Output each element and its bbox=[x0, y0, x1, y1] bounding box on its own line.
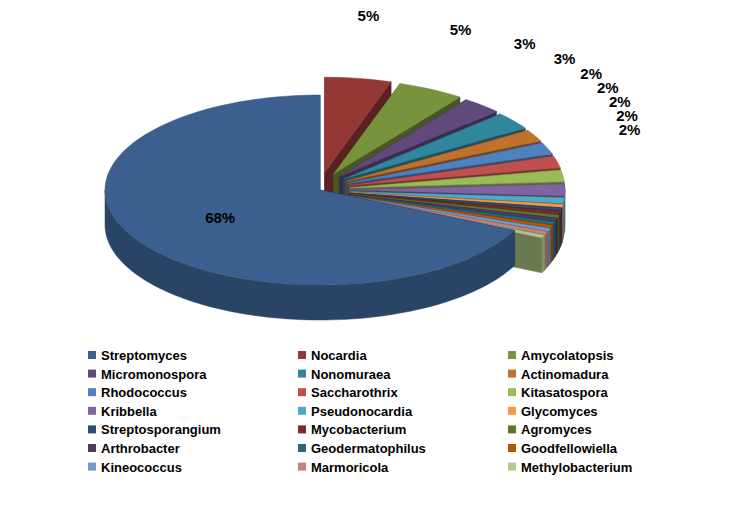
pie-slice bbox=[105, 95, 515, 320]
slice-side bbox=[545, 232, 548, 270]
legend-swatch bbox=[508, 351, 516, 359]
slice-top bbox=[105, 95, 515, 285]
legend-swatch bbox=[88, 370, 96, 378]
legend-swatch bbox=[298, 388, 306, 396]
legend-label: Marmoricola bbox=[311, 460, 389, 475]
legend-item: Rhodococcus bbox=[88, 385, 187, 400]
data-label: 5% bbox=[358, 7, 380, 24]
legend-swatch bbox=[88, 388, 96, 396]
legend-item: Arthrobacter bbox=[88, 441, 180, 456]
legend-swatch bbox=[88, 407, 96, 415]
legend-swatch bbox=[298, 425, 306, 433]
legend-label: Streptomyces bbox=[101, 348, 187, 363]
legend-label: Pseudonocardia bbox=[311, 404, 413, 419]
legend-swatch bbox=[298, 407, 306, 415]
legend-label: Glycomyces bbox=[521, 404, 598, 419]
legend-label: Actinomadura bbox=[521, 367, 609, 382]
legend-item: Mycobacterium bbox=[298, 422, 406, 437]
legend-label: Geodermatophilus bbox=[311, 441, 426, 456]
legend-label: Amycolatopsis bbox=[521, 348, 613, 363]
legend-swatch bbox=[298, 444, 306, 452]
legend-label: Saccharothrix bbox=[311, 385, 398, 400]
legend-label: Kineococcus bbox=[101, 460, 182, 475]
data-label: 5% bbox=[450, 21, 472, 38]
data-label: 3% bbox=[514, 35, 536, 52]
legend-item: Nonomuraea bbox=[298, 367, 391, 382]
slice-side bbox=[557, 215, 559, 253]
slice-side bbox=[542, 235, 545, 273]
slice-side bbox=[553, 222, 555, 260]
legend-label: Methylobacterium bbox=[521, 460, 632, 475]
chart-container: 68%5%5%3%3%2%2%2%2%2%StreptomycesNocardi… bbox=[0, 0, 743, 517]
pie-chart: 68%5%5%3%3%2%2%2%2%2%StreptomycesNocardi… bbox=[0, 0, 743, 517]
data-label: 68% bbox=[205, 209, 235, 226]
legend-label: Kribbella bbox=[101, 404, 157, 419]
legend-item: Amycolatopsis bbox=[508, 348, 613, 363]
slice-side bbox=[561, 208, 562, 246]
legend-item: Geodermatophilus bbox=[298, 441, 426, 456]
slice-side bbox=[551, 225, 553, 263]
legend-item: Goodfellowiella bbox=[508, 441, 618, 456]
legend-label: Nonomuraea bbox=[311, 367, 391, 382]
legend-item: Nocardia bbox=[298, 348, 367, 363]
legend-swatch bbox=[298, 463, 306, 471]
pie-slices bbox=[105, 77, 565, 320]
slice-side bbox=[548, 229, 550, 267]
legend-label: Streptosporangium bbox=[101, 422, 221, 437]
legend-swatch bbox=[88, 463, 96, 471]
legend-item: Saccharothrix bbox=[298, 385, 398, 400]
data-label: 2% bbox=[619, 121, 641, 138]
legend-item: Kribbella bbox=[88, 404, 157, 419]
legend-label: Kitasatospora bbox=[521, 385, 608, 400]
legend-swatch bbox=[298, 370, 306, 378]
legend-item: Kitasatospora bbox=[508, 385, 608, 400]
legend-item: Agromyces bbox=[508, 422, 592, 437]
legend-item: Kineococcus bbox=[88, 460, 182, 475]
legend-item: Micromonospora bbox=[88, 367, 207, 382]
legend-swatch bbox=[88, 444, 96, 452]
legend-label: Mycobacterium bbox=[311, 422, 406, 437]
data-label: 3% bbox=[554, 50, 576, 67]
legend: Streptomyces Nocardia Amycolatopsis Micromo… bbox=[88, 348, 632, 475]
legend-swatch bbox=[88, 351, 96, 359]
legend-swatch bbox=[508, 425, 516, 433]
slice-side bbox=[555, 218, 557, 256]
legend-item: Actinomadura bbox=[508, 367, 609, 382]
legend-swatch bbox=[508, 463, 516, 471]
legend-label: Agromyces bbox=[521, 422, 592, 437]
legend-label: Goodfellowiella bbox=[521, 441, 618, 456]
legend-item: Methylobacterium bbox=[508, 460, 632, 475]
legend-swatch bbox=[508, 407, 516, 415]
legend-item: Pseudonocardia bbox=[298, 404, 413, 419]
legend-swatch bbox=[508, 370, 516, 378]
legend-swatch bbox=[298, 351, 306, 359]
data-labels: 68%5%5%3%3%2%2%2%2%2% bbox=[205, 7, 640, 226]
legend-item: Streptosporangium bbox=[88, 422, 221, 437]
legend-label: Arthrobacter bbox=[101, 441, 180, 456]
legend-item: Glycomyces bbox=[508, 404, 598, 419]
legend-label: Rhodococcus bbox=[101, 385, 187, 400]
legend-swatch bbox=[88, 425, 96, 433]
slice-side bbox=[559, 211, 560, 249]
legend-item: Streptomyces bbox=[88, 348, 187, 363]
legend-label: Nocardia bbox=[311, 348, 367, 363]
legend-swatch bbox=[508, 388, 516, 396]
legend-item: Marmoricola bbox=[298, 460, 389, 475]
legend-swatch bbox=[508, 444, 516, 452]
legend-label: Micromonospora bbox=[101, 367, 207, 382]
